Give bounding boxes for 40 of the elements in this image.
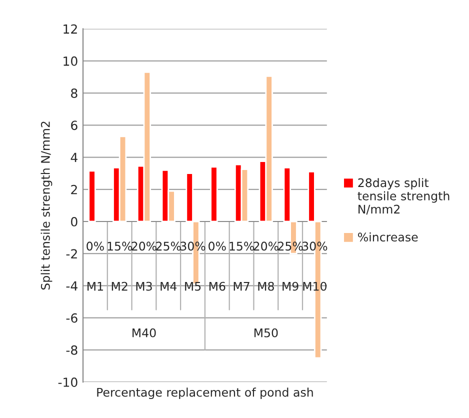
x-tick-label: 20% xyxy=(132,242,156,251)
y-tick-label: -4 xyxy=(66,281,78,290)
annotation: M4 xyxy=(160,282,177,291)
y-tick-label: 10 xyxy=(64,56,78,66)
annotation: M3 xyxy=(136,282,152,291)
annotation: M8 xyxy=(258,282,274,291)
y-tick-label: 12 xyxy=(64,24,77,34)
y-tick-label: -8 xyxy=(66,345,78,355)
annotation: M2 xyxy=(112,282,128,291)
annotation: M1 xyxy=(88,282,103,291)
x-tick-label: 25% xyxy=(156,242,181,251)
y-tick-label: 2 xyxy=(71,184,77,194)
y-tick-label: -10 xyxy=(58,378,78,387)
y-tick-label: 6 xyxy=(71,120,78,130)
x-tick-label: 20% xyxy=(254,242,278,251)
y-tick-label: 4 xyxy=(70,152,78,162)
x-tick-label: 0% xyxy=(208,242,226,251)
annotation: M6 xyxy=(209,282,226,291)
bar xyxy=(88,170,96,222)
y-tick-label: -6 xyxy=(66,313,78,323)
bar xyxy=(210,166,218,222)
y-tick-label: 0 xyxy=(71,216,78,226)
x-tick-label: 30% xyxy=(302,242,328,251)
x-tick-label: 15% xyxy=(230,242,254,251)
y-axis-title: Split tensile strength N/mm2 xyxy=(40,122,52,290)
annotation: M10 xyxy=(303,282,327,291)
annotation: M5 xyxy=(185,282,201,291)
legend-label: %increase xyxy=(358,232,418,242)
annotation: M9 xyxy=(282,282,298,291)
x-tick-label: 25% xyxy=(278,242,303,251)
legend-label: 28days split tensile strength N/mm2 xyxy=(358,178,450,215)
x-axis-title: Percentage replacement of pond ash xyxy=(97,388,313,400)
x-tick-label: 15% xyxy=(108,242,132,251)
x-tick-label: 0% xyxy=(86,242,104,251)
x-tick-label: 30% xyxy=(180,242,206,251)
annotation: M50 xyxy=(254,328,278,338)
annotation: M7 xyxy=(234,282,250,291)
y-tick-label: -2 xyxy=(66,249,77,258)
annotation: M40 xyxy=(132,328,156,338)
y-tick-label: 8 xyxy=(71,88,78,98)
